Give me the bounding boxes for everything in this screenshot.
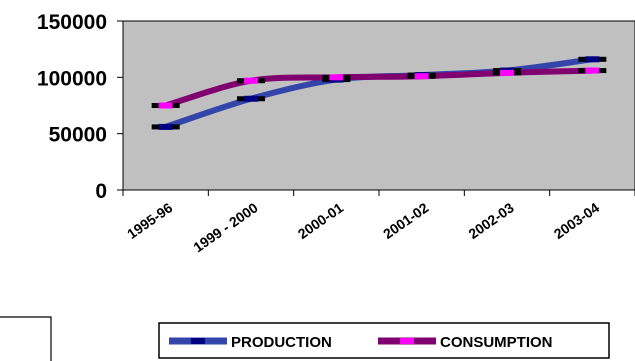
x-axis-ticks: 1995-96 1999 - 2000 2000-01 2001-02 2002-03 2… (123, 190, 635, 255)
y-tick-label: 0 (95, 180, 107, 203)
x-tick-label: 1999 - 2000 (190, 199, 261, 255)
y-axis-ticks: 0 50000 100000 150000 (37, 11, 123, 203)
y-tick-label: 100000 (37, 67, 107, 90)
data-point-consumption-center (500, 70, 514, 76)
data-point-consumption-center (244, 78, 258, 84)
x-tick-label: 2003-04 (551, 199, 602, 242)
data-point-consumption-center (415, 73, 429, 79)
legend: PRODUCTION CONSUMPTION (159, 323, 609, 358)
legend-label-consumption: CONSUMPTION (440, 334, 553, 351)
x-tick-label: 1995-96 (124, 199, 175, 242)
legend-marker-production (191, 338, 205, 344)
y-tick-label: 150000 (37, 11, 107, 34)
data-point-production-center (159, 124, 173, 130)
x-tick-label: 2001-02 (380, 199, 431, 242)
data-point-production-center (244, 96, 258, 102)
x-tick-label: 2000-01 (295, 199, 346, 242)
data-point-consumption-center (159, 103, 173, 109)
stray-frame-bottom-left (0, 317, 51, 361)
data-point-consumption-center (329, 74, 343, 80)
y-tick-label: 50000 (49, 124, 107, 147)
data-point-consumption-center (585, 68, 599, 74)
legend-marker-consumption (400, 338, 414, 344)
data-point-production-center (585, 56, 599, 62)
x-tick-label: 2002-03 (465, 199, 516, 242)
legend-label-production: PRODUCTION (231, 334, 332, 351)
plot-area (123, 21, 635, 190)
